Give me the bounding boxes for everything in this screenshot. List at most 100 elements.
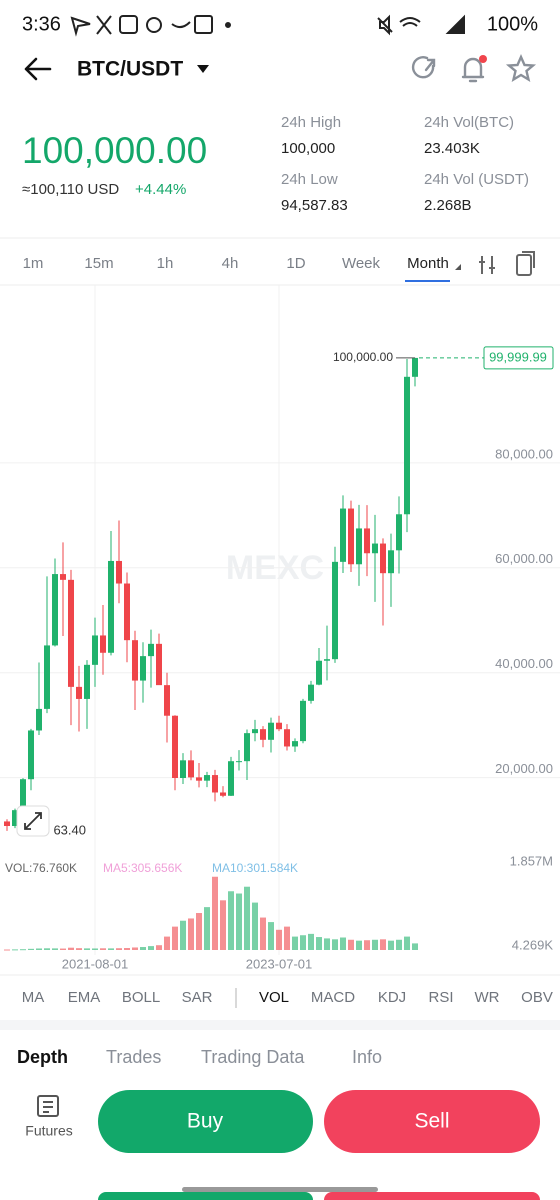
timeframe-tab[interactable]: 4h xyxy=(222,255,239,272)
back-button[interactable] xyxy=(24,57,52,81)
candle-body xyxy=(92,635,98,665)
volume-bar xyxy=(44,948,50,950)
timeframe-tab[interactable]: 1D xyxy=(286,255,305,272)
tabs: Depth Trades Trading Data Info xyxy=(17,1047,382,1067)
x-tick-label: 2021-08-01 xyxy=(62,956,129,971)
volume-bar xyxy=(308,933,314,950)
timeframe-tab[interactable]: Month xyxy=(407,255,449,272)
candle-body xyxy=(4,821,10,827)
candle-body xyxy=(196,777,202,781)
status-battery: 100% xyxy=(487,13,538,35)
settings-icon[interactable] xyxy=(479,256,495,274)
y-tick-label: 20,000.00 xyxy=(495,761,553,776)
volume-bar xyxy=(292,936,298,950)
favorite-icon[interactable] xyxy=(505,54,537,82)
candle-body xyxy=(220,792,226,796)
sell-button[interactable] xyxy=(324,1090,540,1153)
buy-button[interactable] xyxy=(98,1090,313,1153)
alert-icon[interactable] xyxy=(461,57,485,83)
section-tab[interactable]: Depth xyxy=(17,1047,68,1067)
volume-bar xyxy=(68,947,74,950)
candle-body xyxy=(284,729,290,747)
volume-bar xyxy=(20,949,26,951)
candle-body xyxy=(116,560,122,584)
orientation-icon[interactable] xyxy=(516,254,532,276)
usd-price: ≈100,110 USD xyxy=(22,181,119,198)
volume-bar xyxy=(220,900,226,950)
x-tick-label: 2023-07-01 xyxy=(246,956,313,971)
status-time: 3:36 xyxy=(22,13,61,35)
indicator-tab[interactable]: SAR xyxy=(182,989,213,1006)
candle-body xyxy=(404,376,410,515)
volume-bar xyxy=(36,948,42,950)
candle-body xyxy=(332,561,338,660)
candle-body xyxy=(172,715,178,778)
indicator-tab[interactable]: EMA xyxy=(68,989,101,1006)
candle-body xyxy=(244,733,250,762)
candle-body xyxy=(188,760,194,778)
low-label: 63.40 xyxy=(53,822,86,837)
candle-body xyxy=(36,708,42,731)
chart-tools xyxy=(479,251,535,276)
volume-bar xyxy=(92,948,98,950)
volume-bar xyxy=(180,920,186,950)
indicator-tab[interactable]: RSI xyxy=(428,989,453,1006)
volume-bar xyxy=(196,913,202,950)
candle-body xyxy=(316,660,322,685)
pair-dropdown[interactable] xyxy=(197,65,209,73)
share-icon[interactable] xyxy=(411,56,435,79)
volume-bar xyxy=(12,949,18,951)
section-tab[interactable]: Info xyxy=(352,1047,382,1067)
futures-label[interactable]: Futures xyxy=(25,1123,72,1139)
volume-bar xyxy=(260,917,266,950)
band xyxy=(0,1020,560,1030)
candle-body xyxy=(252,729,258,734)
sell-label[interactable]: Sell xyxy=(414,1110,449,1133)
last-price-label: 99,999.99 xyxy=(489,349,547,364)
indicator-tab[interactable]: BOLL xyxy=(122,989,160,1006)
volume-bar xyxy=(156,945,162,950)
volume-bar xyxy=(340,937,346,950)
timeframe-tab[interactable]: Week xyxy=(342,255,381,272)
volume-bar xyxy=(244,886,250,950)
indicator-tab[interactable]: WR xyxy=(475,989,500,1006)
volume-bar xyxy=(108,948,114,950)
volume-bar xyxy=(84,948,90,950)
candle-body xyxy=(340,508,346,562)
indicator-tab[interactable]: KDJ xyxy=(378,989,406,1006)
timeframe-tab[interactable]: 15m xyxy=(84,255,113,272)
volume-bar xyxy=(356,940,362,950)
candle-body xyxy=(204,775,210,781)
timeframe-tab[interactable]: 1h xyxy=(157,255,174,272)
volume-bar xyxy=(228,891,234,950)
candle-body xyxy=(132,640,138,681)
section-tab[interactable]: Trades xyxy=(106,1047,161,1067)
volume-bar xyxy=(396,939,402,950)
pair-title[interactable]: BTC/USDT xyxy=(77,58,183,81)
volume-bar xyxy=(412,943,418,950)
stat-label: 24h Low xyxy=(281,171,338,188)
volume-bar xyxy=(364,940,370,950)
vol-tick-label: 4.269K xyxy=(512,937,554,952)
timeframe-tab[interactable]: 1m xyxy=(23,255,44,272)
status-icons xyxy=(70,14,465,37)
candle-body xyxy=(156,643,162,686)
candle-body xyxy=(292,741,298,747)
buy-label[interactable]: Buy xyxy=(187,1110,224,1133)
indicator-tab[interactable]: MACD xyxy=(311,989,355,1006)
candle-body xyxy=(60,574,66,580)
volume-bar xyxy=(28,948,34,950)
indicator-tab[interactable]: VOL xyxy=(259,989,289,1006)
indicator-tab[interactable]: MA xyxy=(22,989,45,1006)
futures-icon[interactable] xyxy=(37,1095,59,1117)
volume-bar xyxy=(76,948,82,950)
section-tab[interactable]: Trading Data xyxy=(201,1047,305,1067)
volume-bar xyxy=(132,947,138,950)
volume-bar xyxy=(4,949,10,951)
candle-body xyxy=(84,664,90,699)
indicator-tab[interactable]: OBV xyxy=(521,989,553,1006)
expand-icon xyxy=(24,812,42,830)
candle-body xyxy=(148,643,154,657)
change-percent: +4.44% xyxy=(135,181,186,198)
